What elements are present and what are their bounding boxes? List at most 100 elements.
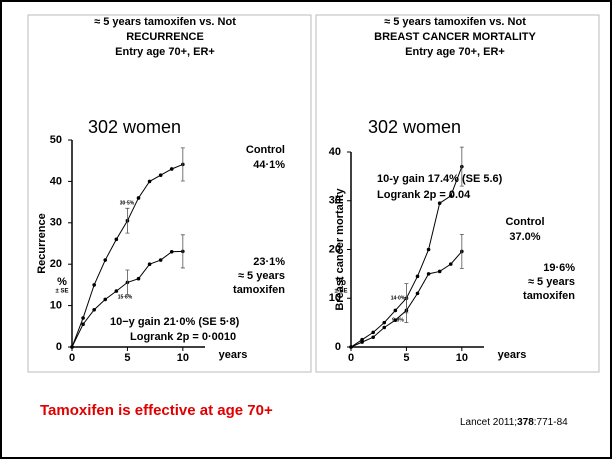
annotation: 23·1%	[253, 256, 285, 268]
y-axis-label: Breast cancer mortality	[334, 187, 346, 310]
y-tick-label: 40	[329, 146, 341, 158]
point	[448, 262, 453, 266]
point	[437, 269, 442, 274]
subtitle: 302 women	[88, 117, 181, 137]
y-tick-label: 20	[329, 243, 341, 255]
citation-part: Lancet 2011;	[460, 417, 517, 428]
x-tick-label: 10	[177, 352, 189, 364]
point	[382, 320, 387, 325]
chart-title: Entry age 70+, ER+	[405, 46, 505, 58]
y-unit-label: %	[336, 276, 346, 288]
chart-title: ≈ 5 years tamoxifen vs. Not	[94, 16, 236, 28]
annotation: 10−y gain 21·0% (SE 5·8)	[110, 316, 240, 328]
point	[349, 345, 353, 349]
annotation: 14·0%	[391, 295, 406, 301]
annotation: ≈ 5 years	[238, 270, 285, 282]
chart-title: RECURRENCE	[126, 31, 204, 43]
error-bar	[125, 207, 130, 234]
point	[136, 196, 141, 200]
x-axis-label: years	[498, 349, 527, 361]
error-bar	[125, 269, 130, 296]
y-tick-label: 30	[329, 195, 341, 207]
point	[158, 173, 163, 177]
point	[114, 237, 119, 242]
point	[169, 167, 174, 171]
point	[371, 335, 375, 340]
y-tick-label: 0	[335, 341, 341, 353]
y-axis-label: Recurrence	[36, 213, 48, 274]
point	[81, 316, 85, 320]
y-tick-label: 10	[329, 292, 341, 304]
annotation: tamoxifen	[233, 284, 285, 296]
annotation: 10-y gain 17.4% (SE 5.6)	[377, 173, 503, 185]
point	[147, 262, 152, 267]
annotation: Control	[505, 216, 544, 228]
y-tick-label: 30	[50, 217, 62, 229]
point	[393, 318, 398, 322]
annotation: 44·1%	[253, 159, 285, 171]
point	[158, 258, 163, 262]
y-unit-label: %	[57, 276, 67, 288]
error-bar	[459, 233, 464, 269]
point	[371, 330, 375, 335]
point	[415, 291, 420, 296]
annotation: 19·6%	[543, 262, 575, 274]
citation-part: :771-84	[534, 417, 568, 428]
citation: Lancet 2011;378:771-84	[460, 417, 568, 428]
x-tick-label: 0	[69, 352, 75, 364]
y-tick-label: 0	[56, 341, 62, 353]
point	[415, 274, 420, 279]
error-bar	[180, 147, 185, 182]
citation-part: 378	[517, 417, 534, 428]
annotation: 9·9%	[392, 317, 404, 323]
y-unit-label: ± SE	[56, 289, 69, 295]
chart-title: Entry age 70+, ER+	[115, 46, 215, 58]
point	[448, 194, 453, 198]
annotation: ≈ 5 years	[528, 276, 575, 288]
x-tick-label: 5	[403, 352, 409, 364]
chart-title: BREAST CANCER MORTALITY	[374, 31, 536, 43]
x-tick-label: 5	[124, 352, 130, 364]
annotation: 30·5%	[120, 200, 135, 206]
y-tick-label: 10	[50, 300, 62, 312]
annotation: tamoxifen	[523, 290, 575, 302]
y-tick-label: 40	[50, 175, 62, 187]
annotation: 15·6%	[118, 294, 133, 300]
point	[92, 307, 96, 312]
point	[81, 322, 85, 327]
y-tick-label: 50	[50, 134, 62, 146]
x-axis-label: years	[219, 349, 248, 361]
point	[114, 289, 119, 293]
point	[92, 283, 96, 287]
chart-title: ≈ 5 years tamoxifen vs. Not	[384, 16, 526, 28]
error-bar	[404, 297, 409, 324]
right-panel	[315, 14, 600, 373]
annotation: 37.0%	[509, 231, 540, 243]
point	[147, 179, 152, 184]
x-tick-label: 10	[456, 352, 468, 364]
error-bar	[459, 146, 464, 187]
left-panel	[27, 14, 312, 373]
point	[437, 201, 442, 205]
point	[382, 325, 387, 330]
annotation: Logrank 2p = 0·0010	[130, 331, 236, 343]
point	[103, 258, 108, 262]
point	[136, 276, 141, 281]
annotation: Logrank 2p = 0.04	[377, 189, 471, 201]
point	[393, 308, 398, 313]
annotation: Control	[246, 144, 285, 156]
x-tick-label: 0	[348, 352, 354, 364]
y-unit-label: ± SE	[335, 289, 348, 295]
point	[426, 247, 431, 252]
y-tick-label: 20	[50, 258, 62, 270]
point	[169, 249, 174, 254]
subtitle: 302 women	[368, 117, 461, 137]
point	[360, 340, 364, 344]
point	[426, 272, 431, 276]
headline: Tamoxifen is effective at age 70+	[40, 402, 273, 419]
error-bar	[180, 234, 185, 269]
point	[70, 345, 74, 349]
point	[103, 297, 108, 302]
